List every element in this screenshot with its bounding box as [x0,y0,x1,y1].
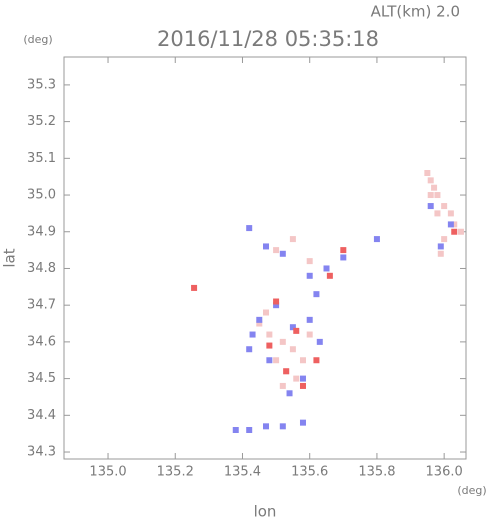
data-point [299,419,306,426]
data-point [256,316,263,323]
data-point [427,177,434,184]
data-point [279,382,286,389]
data-point [424,170,431,177]
x-tick-label: 135.0 [89,465,126,480]
data-point [256,320,263,327]
data-point [266,342,273,349]
data-point [447,210,454,217]
y-unit: (deg) [23,33,52,46]
data-point [434,210,441,217]
data-point [279,250,286,257]
plot-frame [63,56,467,460]
data-point [437,250,444,257]
data-point [306,331,313,338]
y-tick-label: 35.3 [27,77,56,92]
data-point [263,243,270,250]
data-point [299,357,306,364]
data-point [279,338,286,345]
y-tick-label: 34.7 [27,298,56,313]
data-point [249,331,256,338]
data-point [273,302,280,309]
x-tick-label: 135.8 [358,465,395,480]
data-point [340,247,347,254]
data-point [431,184,438,191]
data-point [427,203,434,210]
y-tick-label: 34.6 [27,334,56,349]
data-point [457,228,464,235]
y-tick-label: 34.4 [27,408,56,423]
x-axis-label: lon [254,503,277,521]
data-point [451,228,458,235]
data-point [273,298,280,305]
data-point [273,247,280,254]
data-point [293,327,300,334]
y-tick-label: 34.9 [27,224,56,239]
data-point [306,316,313,323]
data-point [286,390,293,397]
data-point [266,331,273,338]
data-point [293,375,300,382]
data-point [427,192,434,199]
data-point [313,291,320,298]
y-tick-label: 35.1 [27,151,56,166]
data-point [279,423,286,430]
data-point [289,346,296,353]
data-point [313,357,320,364]
data-point [441,203,448,210]
data-point [246,346,253,353]
data-point [232,426,239,433]
data-point [437,243,444,250]
x-unit: (deg) [457,484,486,497]
chart-title: 2016/11/28 05:35:18 [157,27,379,51]
data-point [266,357,273,364]
x-tick-label: 135.6 [291,465,328,480]
data-point [326,272,333,279]
data-point [323,265,330,272]
data-point [289,324,296,331]
y-tick-label: 35.0 [27,188,56,203]
data-point [316,338,323,345]
data-point [263,423,270,430]
data-point [441,236,448,243]
x-tick-label: 136.0 [426,465,463,480]
data-point [306,272,313,279]
y-tick-label: 34.5 [27,371,56,386]
data-point [299,375,306,382]
data-point [283,368,290,375]
data-point [306,258,313,265]
data-point [434,192,441,199]
data-point [451,221,458,228]
chart-subtitle: ALT(km) 2.0 [371,3,460,21]
data-point [289,236,296,243]
data-point [299,382,306,389]
data-point [246,225,253,232]
data-point [340,254,347,261]
data-point [273,357,280,364]
data-point [191,284,198,291]
x-tick-label: 135.2 [157,465,194,480]
x-tick-label: 135.4 [224,465,261,480]
data-point [263,309,270,316]
y-tick-label: 35.2 [27,114,56,129]
y-tick-label: 34.3 [27,445,56,460]
data-point [373,236,380,243]
y-axis-label: lat [1,248,19,267]
y-tick-label: 34.8 [27,261,56,276]
data-point [246,426,253,433]
data-point [447,221,454,228]
